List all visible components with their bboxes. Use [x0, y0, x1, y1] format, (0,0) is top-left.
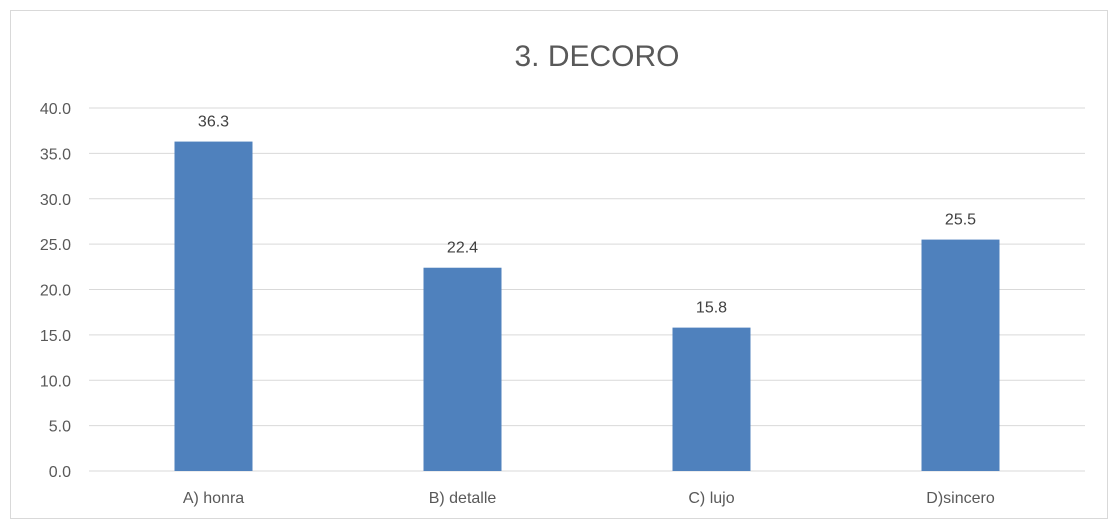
bar [921, 239, 1000, 471]
chart-title: 3. DECORO [514, 40, 679, 73]
category-label: D)sincero [926, 490, 995, 507]
y-tick-label: 20.0 [40, 283, 71, 300]
data-labels: 36.3 22.4 15.8 25.5 [198, 114, 976, 317]
y-tick-label: 0.0 [49, 464, 71, 481]
data-label: 22.4 [447, 240, 478, 257]
y-tick-label: 30.0 [40, 192, 71, 209]
y-tick-label: 5.0 [49, 419, 71, 436]
x-axis-categories: A) honra B) detalle C) lujo D)sincero [183, 490, 995, 507]
data-label: 25.5 [945, 212, 976, 229]
chart-frame: 3. DECORO 0.0 5.0 10.0 15.0 20.0 25.0 30.0 35.0… [10, 10, 1108, 519]
data-label: 15.8 [696, 300, 727, 317]
bar [174, 141, 253, 471]
bar-chart: 3. DECORO 0.0 5.0 10.0 15.0 20.0 25.0 30.0 35.0… [40, 40, 1085, 507]
y-tick-label: 15.0 [40, 328, 71, 345]
y-tick-label: 40.0 [40, 101, 71, 118]
bar [423, 267, 502, 471]
gridlines [89, 107, 1085, 472]
y-axis-ticks: 0.0 5.0 10.0 15.0 20.0 25.0 30.0 35.0 40.0 [40, 101, 71, 481]
bars [174, 141, 1000, 471]
bar [672, 327, 751, 471]
y-tick-label: 25.0 [40, 237, 71, 254]
category-label: C) lujo [688, 490, 734, 507]
y-tick-label: 35.0 [40, 146, 71, 163]
category-label: A) honra [183, 490, 244, 507]
y-tick-label: 10.0 [40, 373, 71, 390]
category-label: B) detalle [429, 490, 497, 507]
data-label: 36.3 [198, 114, 229, 131]
